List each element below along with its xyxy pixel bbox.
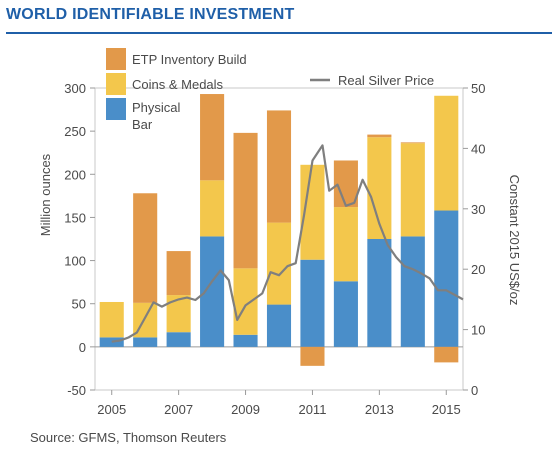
x-tick-label: 2011 — [298, 402, 326, 417]
legend-label-physical-bar-line2: Bar — [132, 117, 153, 132]
legend-swatch-coins — [106, 73, 126, 95]
silver-price-line — [111, 144, 464, 343]
bar-physical-bar-2014 — [400, 236, 425, 347]
bar-physical-bar-2005 — [99, 337, 124, 347]
bar-coins-medals-2008 — [200, 180, 225, 237]
y-tick-label: 0 — [79, 340, 86, 355]
bar-physical-bar-2009 — [233, 334, 258, 347]
y2-tick-label: 10 — [471, 323, 485, 338]
legend-label-etp: ETP Inventory Build — [132, 52, 247, 67]
legend-label-silver-price: Real Silver Price — [338, 73, 434, 88]
legend-label-physical-bar-line1: Physical — [132, 100, 181, 115]
legend-swatch-etp — [106, 48, 126, 70]
y2-tick-label: 30 — [471, 202, 485, 217]
y-tick-label: -50 — [67, 383, 86, 398]
chart-title: WORLD IDENTIFIABLE INVESTMENT — [6, 6, 295, 23]
bar-physical-bar-2010 — [266, 304, 292, 347]
legend-label-coins: Coins & Medals — [132, 77, 224, 92]
y2-axis-title: Constant 2015 US$/oz — [507, 175, 522, 306]
bar-etp-inventory-build-2014 — [400, 142, 425, 144]
bar-coins-medals-2007 — [166, 295, 191, 333]
y-tick-label: 150 — [64, 210, 86, 225]
x-tick-label: 2015 — [432, 402, 461, 417]
title-rule — [6, 32, 552, 34]
y-tick-label: 250 — [64, 124, 86, 139]
bar-coins-medals-2012 — [333, 207, 358, 282]
x-tick-label: 2007 — [164, 402, 193, 417]
y-axis-title: Million ounces — [38, 153, 53, 236]
bar-etp-inventory-build-2009 — [233, 132, 258, 269]
plot-border — [94, 87, 464, 391]
y-tick-label: 100 — [64, 254, 86, 269]
bar-physical-bar-2011 — [300, 259, 325, 347]
legend-swatch-physical-bar — [106, 98, 126, 120]
bar-coins-medals-2010 — [266, 222, 292, 305]
legend-label-physical-bar: Physical Bar — [132, 100, 184, 132]
bar-physical-bar-2015 — [434, 210, 459, 347]
bar-coins-medals-2014 — [400, 143, 425, 237]
bar-coins-medals-2015 — [434, 95, 459, 211]
bar-coins-medals-2009 — [233, 268, 258, 335]
y2-tick-label: 50 — [471, 81, 485, 96]
bar-etp-inventory-build-2015 — [434, 346, 459, 363]
bar-etp-inventory-build-2008 — [200, 94, 225, 181]
bar-etp-inventory-build-2011 — [300, 346, 325, 366]
bar-coins-medals-2005 — [99, 301, 124, 338]
bar-physical-bar-2006 — [133, 337, 158, 347]
bar-physical-bar-2012 — [333, 281, 358, 347]
bar-physical-bar-2007 — [166, 332, 191, 347]
bar-etp-inventory-build-2010 — [266, 110, 292, 223]
bar-etp-inventory-build-2006 — [133, 193, 158, 303]
bars-group — [99, 94, 459, 366]
x-tick-label: 2005 — [97, 402, 126, 417]
bar-etp-inventory-build-2013 — [367, 134, 392, 138]
y2-tick-label: 20 — [471, 262, 485, 277]
price-line-group — [111, 144, 464, 343]
legend: ETP Inventory Build Coins & Medals Physi… — [106, 48, 434, 132]
y-tick-label: 200 — [64, 167, 86, 182]
y2-tick-label: 40 — [471, 141, 485, 156]
y-tick-label: 50 — [72, 297, 86, 312]
y-tick-label: 300 — [64, 81, 86, 96]
bar-etp-inventory-build-2007 — [166, 251, 191, 296]
x-tick-label: 2013 — [365, 402, 394, 417]
bar-physical-bar-2013 — [367, 239, 392, 347]
ticks-group: -50 0 50 100 150 200 250 300 0 10 20 30 40 50 2005 2007… — [64, 81, 485, 417]
y2-tick-label: 0 — [471, 383, 478, 398]
x-tick-label: 2009 — [231, 402, 260, 417]
source-note: Source: GFMS, Thomson Reuters — [30, 430, 227, 445]
